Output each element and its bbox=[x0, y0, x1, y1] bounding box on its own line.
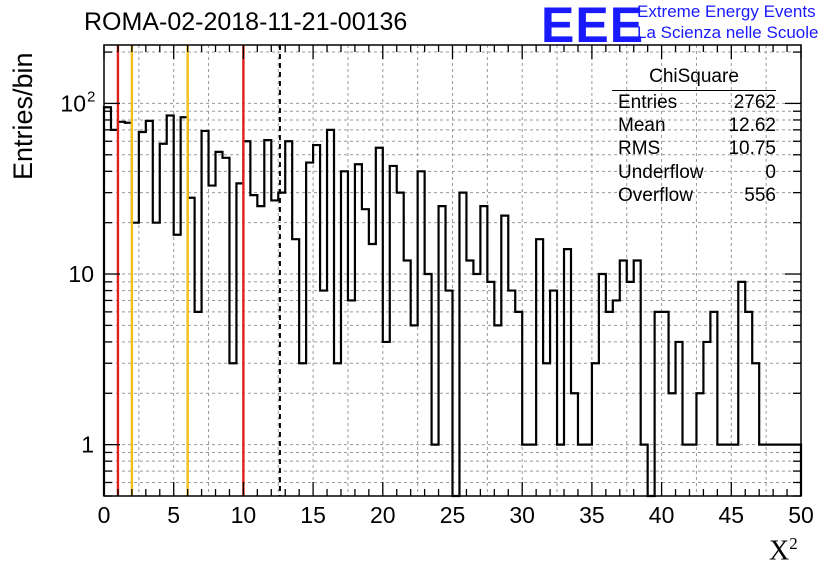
y-tick-label: 10 bbox=[68, 261, 94, 287]
stats-row-overflow: Overflow 556 bbox=[612, 184, 776, 207]
y-tick-label: 10 bbox=[60, 90, 86, 116]
stats-row-mean: Mean 12.62 bbox=[612, 114, 776, 137]
stats-row-rms: RMS 10.75 bbox=[612, 137, 776, 160]
chart-title: ROMA-02-2018-11-21-00136 bbox=[84, 8, 408, 36]
x-axis-label: X2 bbox=[769, 534, 798, 567]
eee-logo: EEE bbox=[541, 0, 645, 53]
logo-subtitle-2: La Scienza nelle Scuole bbox=[637, 23, 819, 42]
stats-label: Overflow bbox=[618, 184, 693, 206]
stats-label: RMS bbox=[618, 138, 661, 160]
axis-ticks bbox=[103, 45, 802, 497]
stats-value: 2762 bbox=[733, 92, 776, 113]
x-axis-label-text: X bbox=[769, 535, 790, 567]
histogram-outline bbox=[102, 106, 803, 498]
x-tick-label: 40 bbox=[649, 502, 675, 528]
x-tick-label: 50 bbox=[788, 502, 814, 528]
stats-value: 556 bbox=[744, 184, 776, 206]
x-tick-label: 20 bbox=[370, 502, 396, 528]
x-tick-label: 45 bbox=[719, 502, 745, 528]
stats-title: ChiSquare bbox=[612, 66, 776, 91]
x-axis-label-superscript: 2 bbox=[789, 534, 798, 553]
x-tick-label: 15 bbox=[300, 502, 326, 528]
stats-value: 0 bbox=[765, 161, 776, 183]
x-tick-label: 5 bbox=[167, 502, 180, 528]
logo-subtitle-1: Extreme Energy Events bbox=[637, 2, 816, 21]
histogram-series bbox=[102, 106, 803, 498]
stats-row-underflow: Underflow 0 bbox=[612, 161, 776, 184]
stats-label: Underflow bbox=[618, 161, 704, 183]
x-tick-label: 10 bbox=[231, 502, 257, 528]
y-tick-label: 1 bbox=[81, 432, 94, 458]
stats-label: Entries bbox=[618, 92, 678, 113]
stats-label: Mean bbox=[618, 115, 666, 137]
stats-value: 12.62 bbox=[728, 115, 776, 137]
stats-row-entries: Entries 2762 bbox=[612, 91, 776, 114]
reference-lines bbox=[116, 45, 281, 496]
x-tick-label: 35 bbox=[579, 502, 605, 528]
y-axis-label: Entries/bin bbox=[8, 52, 38, 180]
stats-box: ChiSquare Entries 2762 Mean 12.62 RMS 10… bbox=[612, 66, 776, 207]
x-tick-label: 0 bbox=[98, 502, 111, 528]
x-tick-label: 30 bbox=[509, 502, 535, 528]
y-tick-label-exponent: 2 bbox=[87, 88, 95, 105]
stats-value: 10.75 bbox=[728, 138, 776, 160]
x-tick-label: 25 bbox=[440, 502, 466, 528]
